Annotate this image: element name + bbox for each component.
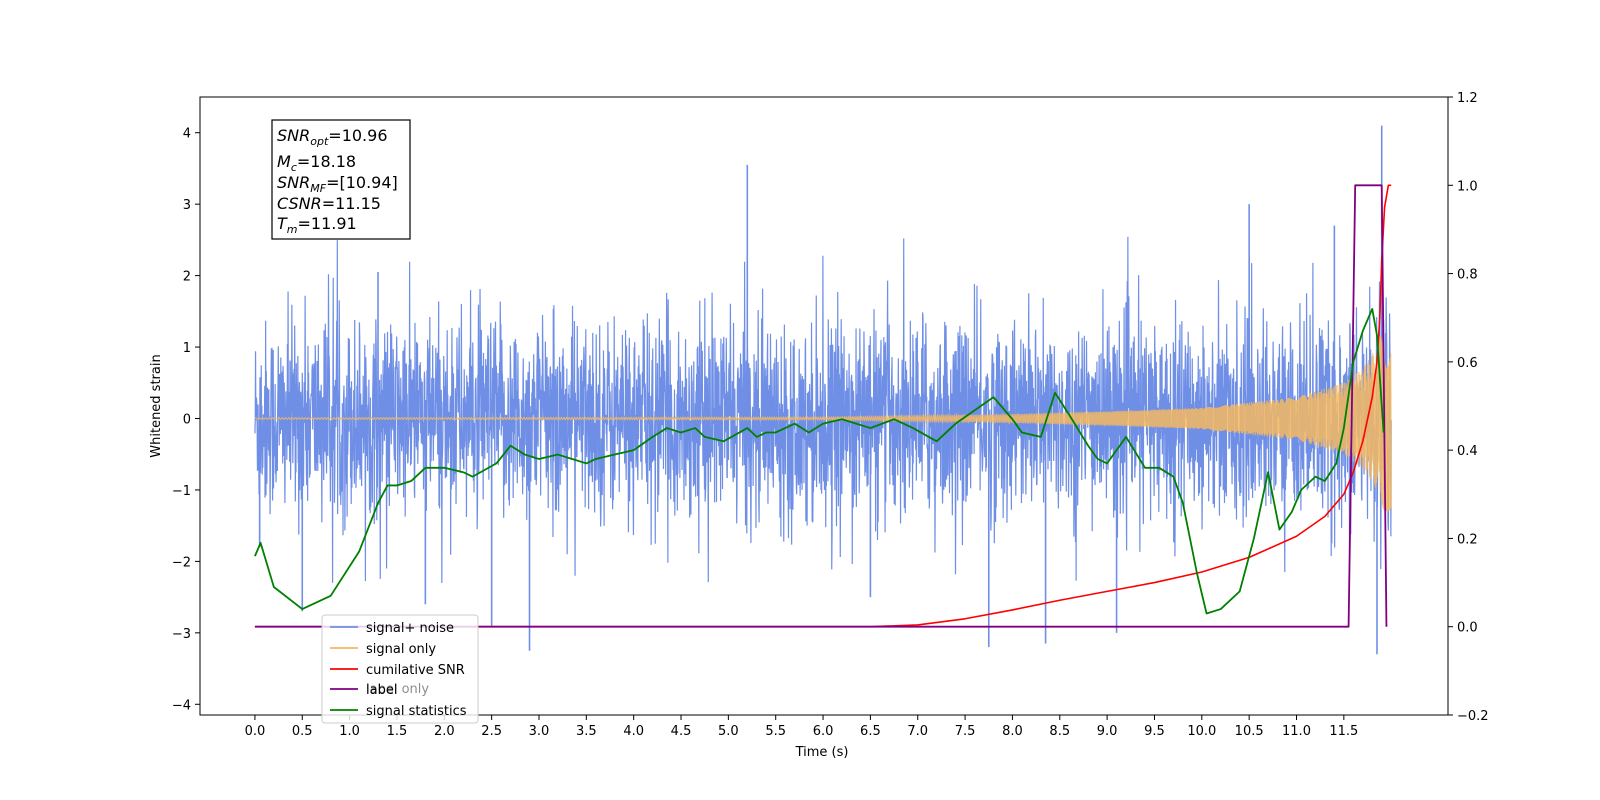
x-tick-label: 8.0	[1002, 724, 1023, 739]
y-tick-label: 2	[183, 270, 191, 285]
y2-tick-label: 0.8	[1457, 268, 1478, 283]
x-tick-label: 1.5	[387, 724, 408, 739]
info-box-frame	[271, 119, 411, 240]
legend-frame	[321, 614, 479, 724]
y-tick-label: −2	[172, 555, 191, 570]
y-tick-label: −4	[172, 698, 191, 713]
x-tick-label: 7.5	[955, 724, 976, 739]
legend-label-signal-only: signal only	[366, 642, 436, 657]
legend-label-signal-noise: signal+ noise	[366, 621, 454, 636]
y-tick-label: −1	[172, 484, 191, 499]
y2-tick-label: 0.0	[1457, 621, 1478, 636]
y-axis-left-ticks: 4 3 2 1 0 −1 −2 −3 −4	[172, 127, 200, 713]
x-tick-label: 9.5	[1144, 724, 1165, 739]
y2-tick-label: 1.0	[1457, 179, 1478, 194]
y2-tick-label: 0.2	[1457, 532, 1478, 547]
x-tick-label: 4.5	[671, 724, 692, 739]
x-tick-label: 10.0	[1187, 724, 1216, 739]
y-axis-right-ticks: 1.2 1.0 0.8 0.6 0.4 0.2 0.0 −0.2	[1448, 91, 1489, 724]
x-tick-label: 7.0	[907, 724, 928, 739]
series-signal-statistics	[254, 307, 1385, 615]
series-label	[254, 184, 1388, 628]
x-tick-label: 6.0	[813, 724, 834, 739]
x-tick-label: 6.5	[860, 724, 881, 739]
x-axis-ticks: 0.0 0.5 1.0 1.5 2.0 2.5 3.0 3.5 4.0 4.5 5.0 5.5 6.0 6…	[245, 715, 1358, 739]
legend-label-signal-statistics: signal statistics	[366, 704, 467, 719]
x-tick-label: 9.0	[1097, 724, 1118, 739]
x-tick-label: 2.0	[434, 724, 455, 739]
x-tick-label: 3.5	[576, 724, 597, 739]
x-tick-label: 11.0	[1282, 724, 1311, 739]
plot-series	[254, 125, 1392, 655]
legend-hidden-text: label only	[366, 682, 429, 697]
info-snr-mf: SNRMF=[10.94]	[277, 173, 398, 195]
info-mc: Mc=18.18	[277, 152, 356, 174]
legend: label only signal+ noise signal only cum…	[321, 614, 479, 724]
info-tm: Tm=11.91	[277, 214, 357, 236]
y2-tick-label: −0.2	[1457, 709, 1489, 724]
y2-tick-label: 0.4	[1457, 444, 1478, 459]
x-tick-label: 10.5	[1235, 724, 1264, 739]
legend-label-label: label	[366, 683, 397, 698]
x-tick-label: 2.5	[481, 724, 502, 739]
x-tick-label: 8.5	[1049, 724, 1070, 739]
x-tick-label: 1.0	[339, 724, 360, 739]
x-axis-label: Time (s)	[795, 745, 849, 760]
series-signal-only	[254, 336, 1392, 512]
x-tick-label: 11.5	[1329, 724, 1358, 739]
info-csnr: CSNR=11.15	[277, 194, 381, 213]
y-tick-label: 1	[183, 341, 191, 356]
info-snr-opt: SNRopt=10.96	[277, 126, 388, 148]
legend-label-cumulative-snr: cumilative SNR	[366, 663, 465, 678]
y2-tick-label: 0.6	[1457, 356, 1478, 371]
x-tick-label: 5.5	[765, 724, 786, 739]
series-cumulative-snr	[254, 184, 1392, 628]
y-axis-label: Whitened strain	[149, 354, 164, 457]
y-tick-label: 3	[183, 198, 191, 213]
x-tick-label: 0.5	[292, 724, 313, 739]
x-tick-label: 5.0	[718, 724, 739, 739]
x-tick-label: 0.0	[245, 724, 266, 739]
info-box: SNRopt=10.96 Mc=18.18 SNRMF=[10.94] CSNR…	[271, 119, 411, 240]
x-tick-label: 4.0	[623, 724, 644, 739]
y-tick-label: 0	[183, 413, 191, 428]
series-signal-noise	[254, 236, 1392, 583]
x-tick-label: 3.0	[529, 724, 550, 739]
y-tick-label: 4	[183, 127, 191, 142]
y-tick-label: −3	[172, 627, 191, 642]
plot-frame	[199, 96, 1449, 716]
y2-tick-label: 1.2	[1457, 91, 1478, 106]
